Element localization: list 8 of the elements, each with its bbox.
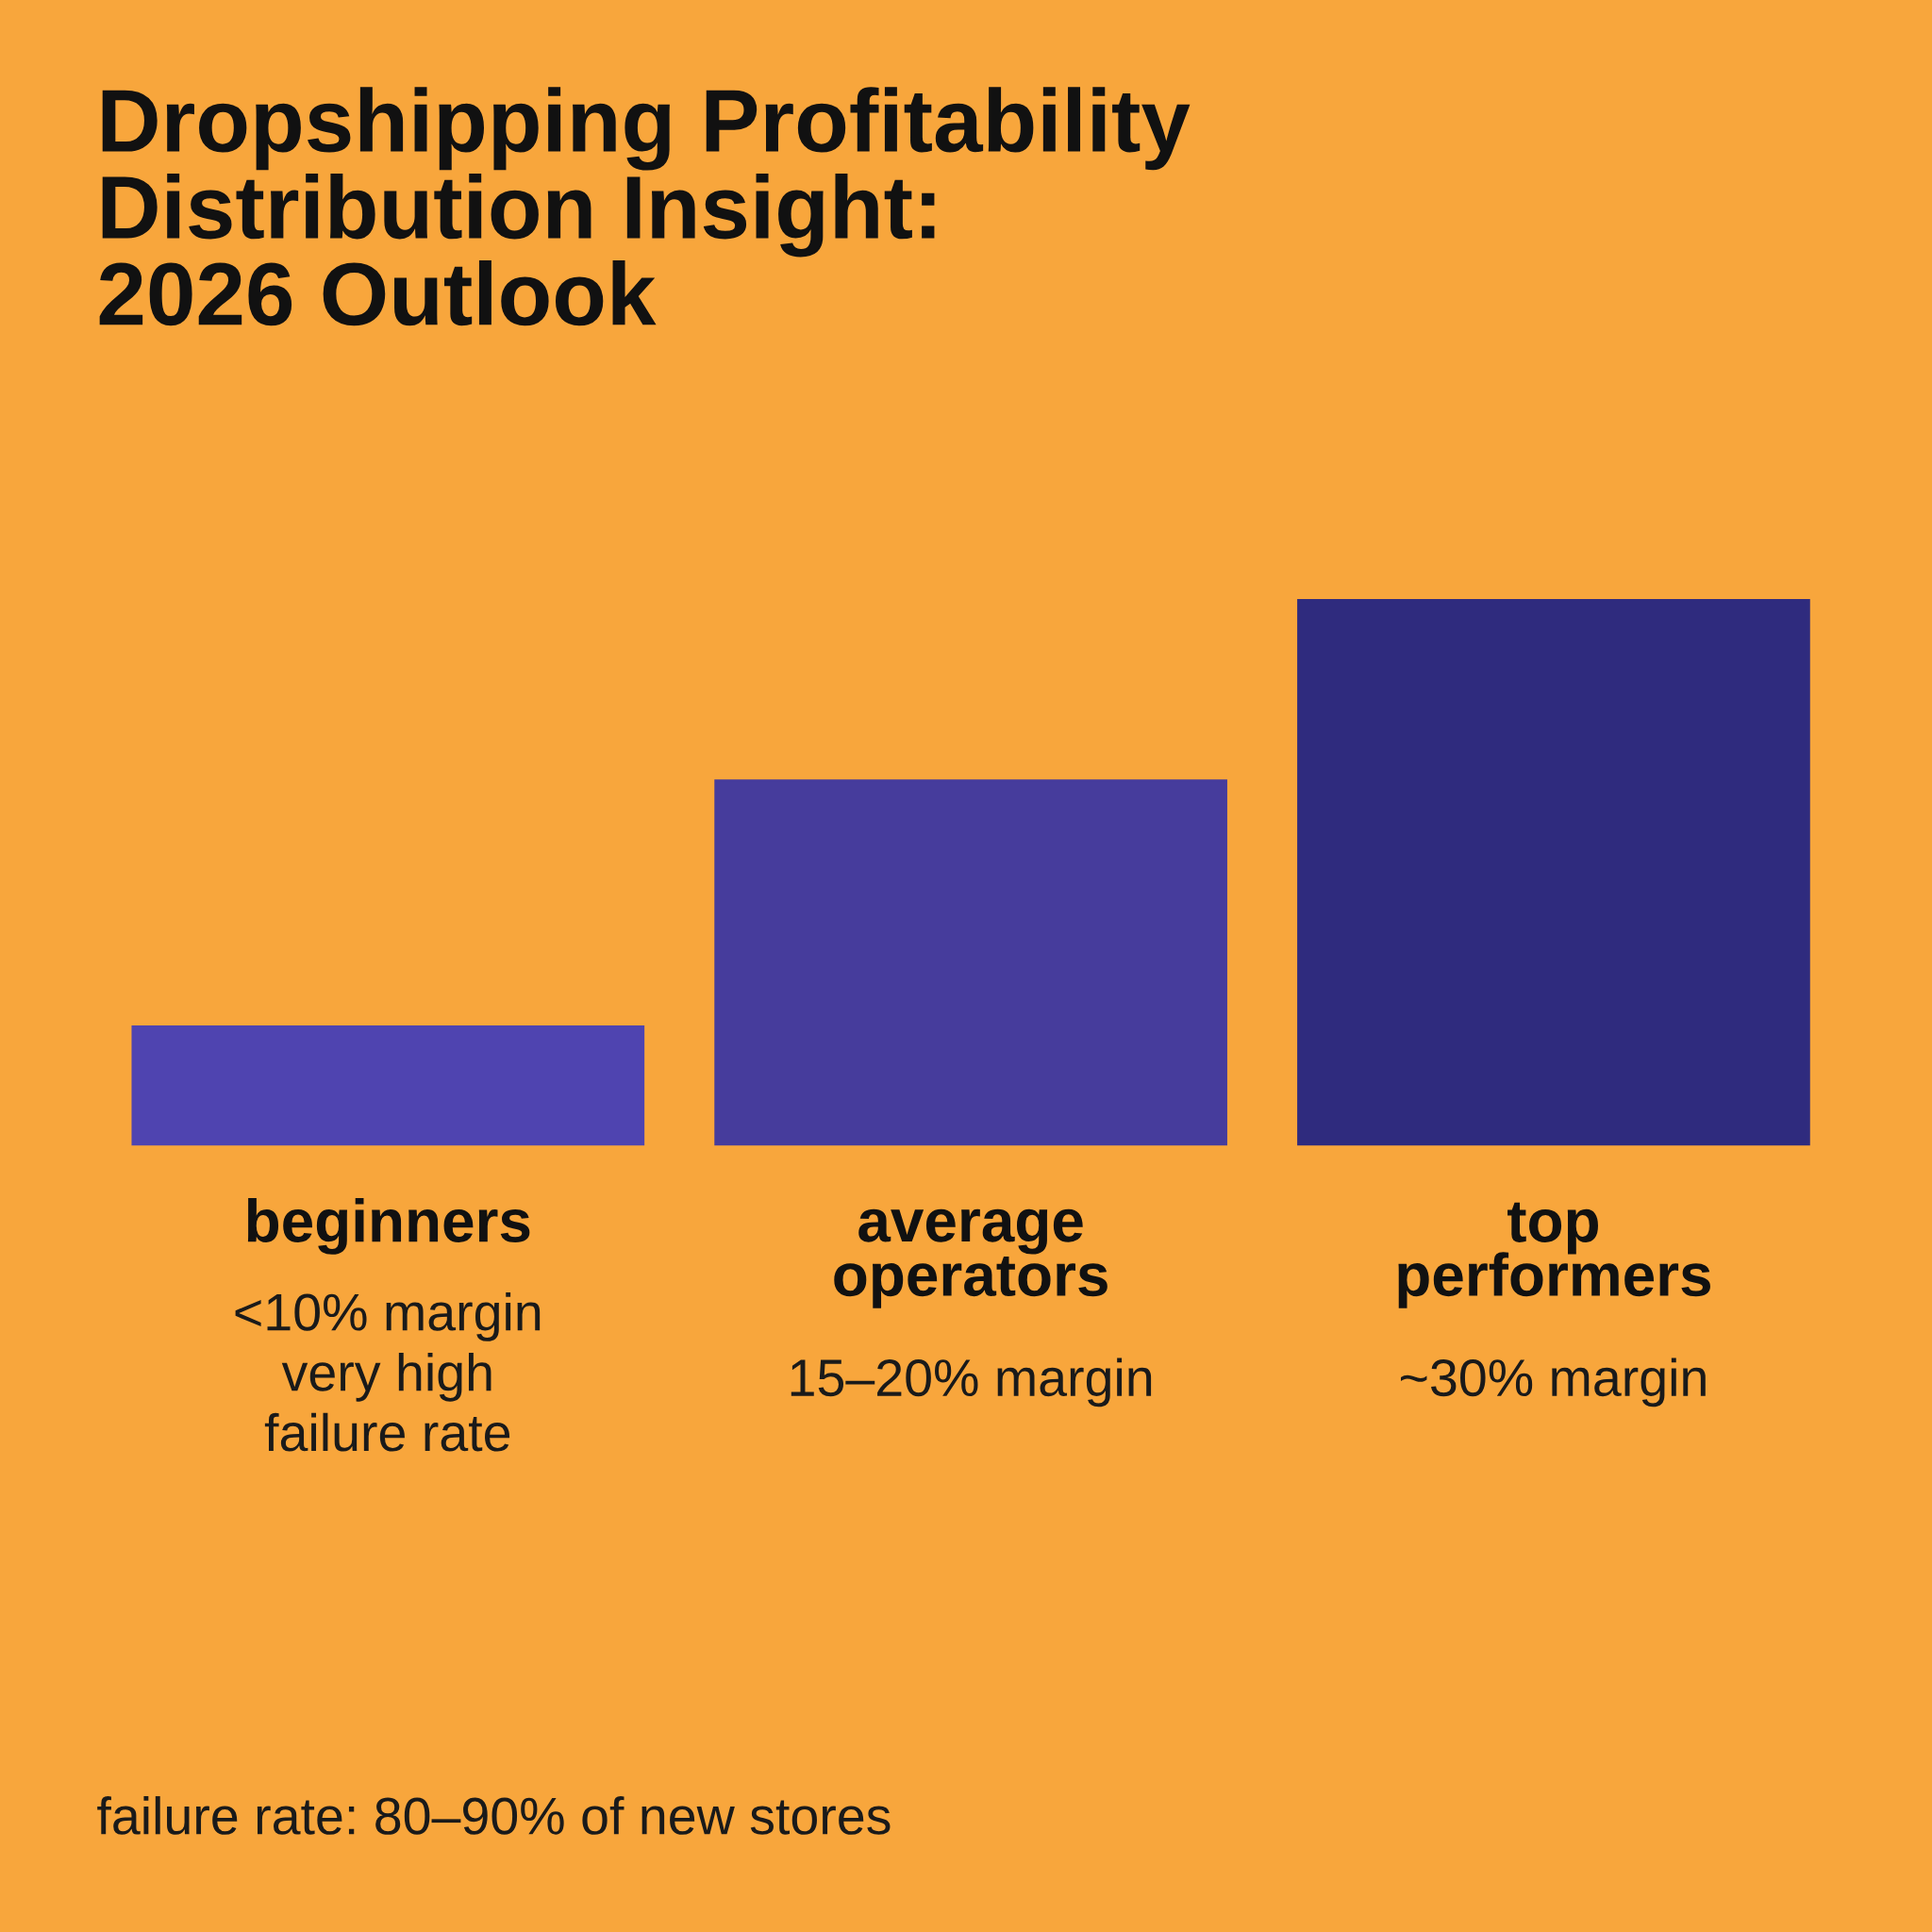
x-tick-label: top performers — [1398, 1202, 1710, 1308]
text: 15–20% margin — [791, 1357, 1152, 1407]
chart-title: Dropshipping Profitability Distribution Insight: 2026 Outlook — [99, 87, 1191, 326]
x-tick-label: beginners — [247, 1198, 530, 1255]
x-tick-label: average operators — [834, 1208, 1108, 1308]
text: ~30% margin — [1401, 1357, 1706, 1407]
text: failure rate: 80–90% of new stores — [97, 1796, 891, 1835]
text: <10% margin very high failure rate — [235, 1292, 541, 1452]
